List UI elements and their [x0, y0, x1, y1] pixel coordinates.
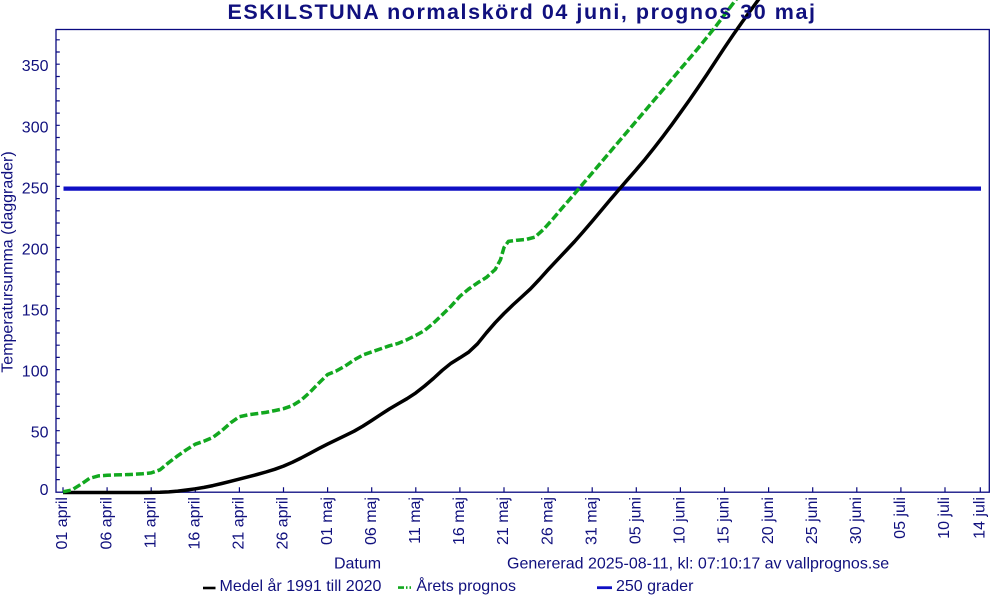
- svg-text:350: 350: [22, 58, 49, 75]
- svg-text:Medel år 1991 till 2020: Medel år 1991 till 2020: [220, 577, 382, 595]
- svg-text:Datum: Datum: [334, 555, 381, 572]
- svg-text:26 april: 26 april: [275, 497, 292, 549]
- svg-text:21 maj: 21 maj: [495, 497, 512, 545]
- svg-text:Genererad 2025-08-11, kl: 07:1: Genererad 2025-08-11, kl: 07:10:17 av va…: [507, 555, 889, 572]
- svg-text:200: 200: [22, 242, 49, 259]
- svg-text:30 juni: 30 juni: [848, 497, 865, 544]
- svg-text:250 grader: 250 grader: [616, 578, 694, 595]
- svg-text:10 juni: 10 juni: [672, 497, 689, 544]
- svg-text:01 april: 01 april: [54, 497, 71, 549]
- svg-text:06 maj: 06 maj: [363, 497, 380, 545]
- svg-text:300: 300: [22, 119, 49, 136]
- svg-text:14 juli: 14 juli: [971, 497, 988, 539]
- svg-text:0: 0: [40, 482, 49, 499]
- svg-text:15 juni: 15 juni: [716, 497, 733, 544]
- svg-text:16 maj: 16 maj: [451, 497, 468, 545]
- svg-text:26 maj: 26 maj: [539, 497, 556, 545]
- svg-text:21 april: 21 april: [231, 497, 248, 549]
- svg-text:20 juni: 20 juni: [760, 497, 777, 544]
- svg-text:50: 50: [31, 425, 49, 442]
- svg-text:11 april: 11 april: [142, 497, 159, 548]
- svg-text:100: 100: [22, 364, 49, 381]
- svg-text:150: 150: [22, 303, 49, 320]
- svg-text:250: 250: [22, 180, 49, 197]
- svg-text:05 juli: 05 juli: [892, 497, 909, 539]
- svg-text:31 maj: 31 maj: [583, 497, 600, 545]
- svg-text:ESKILSTUNA normalskörd 04 juni: ESKILSTUNA normalskörd 04 juni, prognos …: [228, 0, 817, 24]
- svg-text:10 juli: 10 juli: [936, 497, 953, 539]
- svg-text:05 juni: 05 juni: [627, 497, 644, 544]
- svg-text:Årets prognos: Årets prognos: [416, 576, 516, 595]
- svg-text:01 maj: 01 maj: [319, 497, 336, 545]
- svg-text:06 april: 06 april: [98, 497, 115, 549]
- svg-text:16 april: 16 april: [186, 497, 203, 549]
- svg-text:Temperatursumma (daggrader): Temperatursumma (daggrader): [0, 151, 17, 372]
- svg-text:25 juni: 25 juni: [804, 497, 821, 544]
- svg-text:11 maj: 11 maj: [407, 497, 424, 544]
